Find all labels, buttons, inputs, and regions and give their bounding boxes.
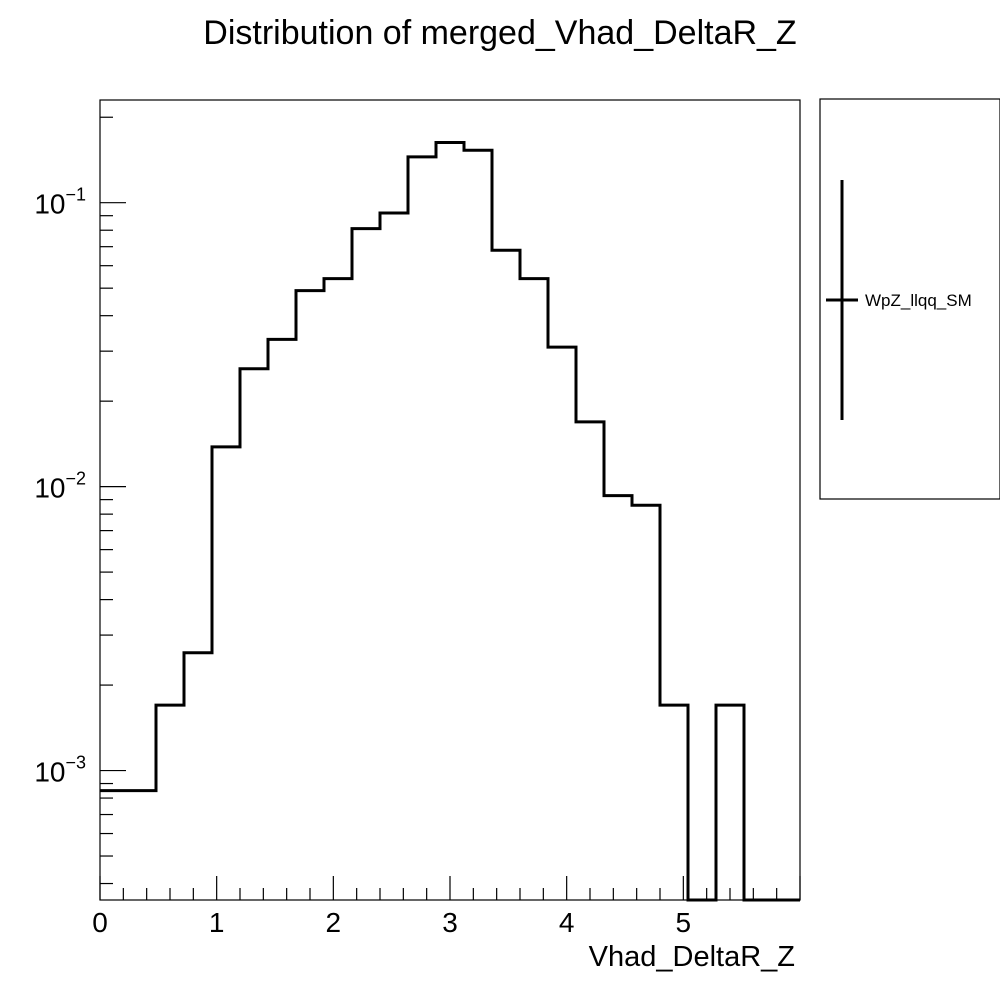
x-tick-label: 2: [326, 907, 342, 938]
legend-label: WpZ_llqq_SM: [865, 291, 972, 310]
y-tick-label: 10−1: [34, 185, 86, 220]
x-axis-title: Vhad_DeltaR_Z: [589, 941, 795, 973]
chart-title: Distribution of merged_Vhad_DeltaR_Z: [203, 14, 796, 52]
histogram-series-0: [100, 140, 800, 902]
plot-frame: [99, 99, 801, 901]
x-tick-label: 0: [92, 907, 108, 938]
y-axis: 10−3 10−2 10−1: [34, 116, 126, 885]
y-tick-label: 10−2: [34, 469, 86, 504]
x-tick-label: 1: [209, 907, 225, 938]
x-tick-label: 5: [676, 907, 692, 938]
x-tick-label: 3: [442, 907, 458, 938]
x-axis: 0 1 2 3 4 5: [92, 876, 801, 938]
legend: WpZ_llqq_SM: [819, 98, 1000, 500]
x-tick-label: 4: [559, 907, 575, 938]
series-layer: [100, 140, 800, 902]
y-tick-label: 10−3: [34, 753, 86, 788]
